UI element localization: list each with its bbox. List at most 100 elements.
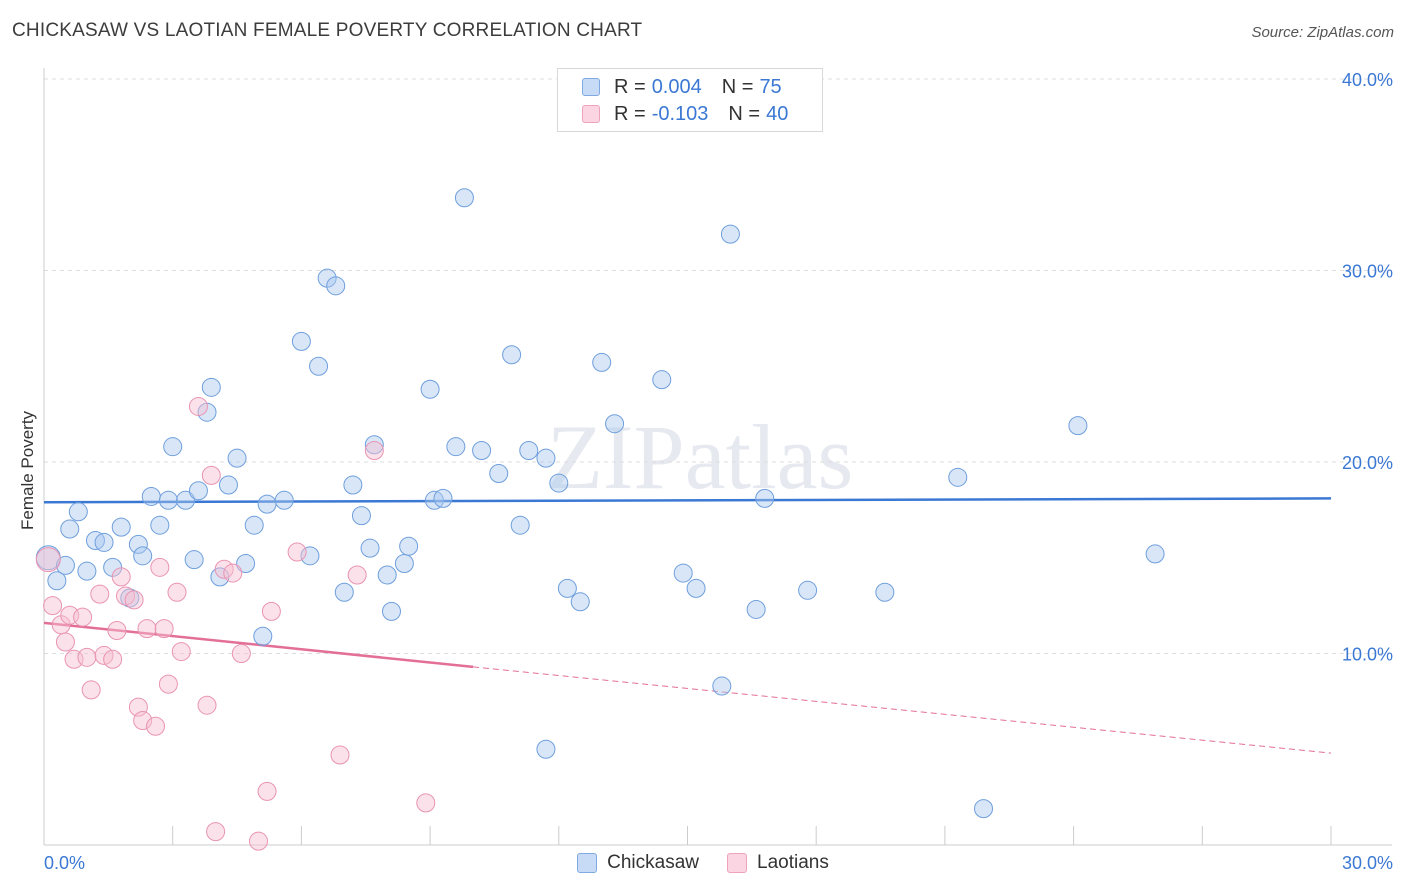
- chickasaw-point: [176, 490, 196, 510]
- legend-label-laotians: Laotians: [757, 852, 829, 873]
- chickasaw-point: [188, 481, 208, 501]
- chickasaw-point: [420, 379, 440, 399]
- laotians-point: [201, 465, 221, 485]
- x-tick-label: 30.0%: [1342, 853, 1393, 873]
- chickasaw-point: [1145, 544, 1165, 564]
- chickasaw-point: [1068, 416, 1088, 436]
- laotians-point: [223, 563, 243, 583]
- grid: [44, 78, 1392, 654]
- legend-n-value: 75: [759, 75, 782, 98]
- chickasaw-point: [274, 490, 294, 510]
- chickasaw-point: [502, 345, 522, 365]
- chickasaw-point: [536, 739, 556, 759]
- chickasaw-point: [381, 601, 401, 621]
- chickasaw-point: [673, 563, 693, 583]
- chickasaw-point: [536, 448, 556, 468]
- chickasaw-point: [399, 536, 419, 556]
- chickasaw-point: [377, 565, 397, 585]
- correlation-legend: R = 0.004 N = 75 R = -0.103 N = 40: [557, 68, 823, 132]
- chickasaw-point: [77, 561, 97, 581]
- legend-swatch-chickasaw: [577, 853, 598, 873]
- laotians-point: [43, 596, 63, 616]
- chickasaw-point: [244, 515, 264, 535]
- source-label: Source: ZipAtlas.com: [1251, 24, 1394, 41]
- chickasaw-point: [236, 553, 256, 573]
- y-axis-label: Female Poverty: [18, 410, 37, 530]
- chickasaw-point: [55, 555, 75, 575]
- laotians-point: [261, 601, 281, 621]
- laotians-point: [257, 781, 277, 801]
- legend-r-label: R =: [614, 75, 646, 98]
- laotians-point: [188, 396, 208, 416]
- chickasaw-point: [557, 578, 577, 598]
- y-tick-label: 30.0%: [1342, 262, 1393, 282]
- chickasaw-point: [141, 486, 161, 506]
- chickasaw-point: [158, 490, 178, 510]
- laotians-point: [73, 607, 93, 627]
- legend-item-laotians[interactable]: Laotians: [727, 852, 829, 874]
- laotians-point: [107, 621, 127, 641]
- tick-labels: 10.0% 20.0% 30.0% 40.0% 0.0% 30.0%: [44, 70, 1393, 873]
- chickasaw-point: [875, 582, 895, 602]
- watermark: ZIPatlas: [547, 406, 854, 508]
- laotians-point: [146, 716, 166, 736]
- chickasaw-point: [798, 580, 818, 600]
- laotians-point: [77, 647, 97, 667]
- laotians-point: [154, 619, 174, 639]
- laotians-point: [103, 649, 123, 669]
- laotians-point: [137, 619, 157, 639]
- laotians-point: [206, 822, 226, 842]
- legend-item-chickasaw[interactable]: Chickasaw: [577, 852, 699, 874]
- legend-label-chickasaw: Chickasaw: [607, 852, 700, 873]
- chickasaw-point: [326, 276, 346, 296]
- legend-n-value: 40: [766, 102, 789, 125]
- chickasaw-point: [227, 448, 247, 468]
- axes: [43, 68, 1392, 846]
- laotians-point: [330, 745, 350, 765]
- chickasaw-point: [94, 532, 114, 552]
- y-tick-label: 10.0%: [1342, 645, 1393, 665]
- legend-r-label: R =: [614, 102, 646, 125]
- laotians-point: [197, 695, 217, 715]
- laotians-point: [133, 711, 153, 731]
- laotians-point: [167, 582, 187, 602]
- y-tick-label: 40.0%: [1342, 70, 1393, 90]
- laotians-point: [150, 557, 170, 577]
- legend-n-label: N =: [728, 102, 761, 125]
- trend-lines: [43, 497, 1332, 754]
- chickasaw-point: [549, 473, 569, 493]
- legend-r-value: 0.004: [651, 75, 702, 98]
- chickasaw-point: [605, 414, 625, 434]
- series-legend: Chickasaw Laotians: [0, 852, 1406, 874]
- laotians-point: [287, 542, 307, 562]
- laotians-trend-line: [43, 621, 474, 669]
- chickasaw-point: [184, 550, 204, 570]
- chickasaw-point: [257, 494, 277, 514]
- chickasaw-point: [360, 538, 380, 558]
- legend-r-value: -0.103: [651, 102, 709, 125]
- chickasaw-point: [446, 437, 466, 457]
- chickasaw-point: [686, 578, 706, 598]
- laotians-point: [416, 793, 436, 813]
- chickasaw-point: [570, 592, 590, 612]
- legend-swatch-chickasaw: [582, 78, 600, 96]
- chickasaw-point: [472, 441, 492, 461]
- chickasaw-point: [755, 488, 775, 508]
- laotians-point: [35, 547, 61, 573]
- chickasaw-point: [291, 331, 311, 351]
- chickasaw-point: [948, 467, 968, 487]
- chickasaw-point: [592, 352, 612, 372]
- legend-row-chickasaw: R = 0.004 N = 75: [582, 75, 788, 99]
- chickasaw-point: [433, 488, 453, 508]
- chickasaw-point: [343, 475, 363, 495]
- legend-swatch-laotians: [727, 853, 748, 873]
- chickasaw-point: [133, 546, 153, 566]
- legend-n-label: N =: [721, 75, 754, 98]
- chickasaw-point: [150, 515, 170, 535]
- laotians-point: [81, 680, 101, 700]
- legend-swatch-laotians: [582, 105, 600, 123]
- chickasaw-point: [364, 435, 384, 455]
- chickasaw-point: [974, 799, 994, 819]
- chickasaw-point: [510, 515, 530, 535]
- chickasaw-point: [394, 553, 414, 573]
